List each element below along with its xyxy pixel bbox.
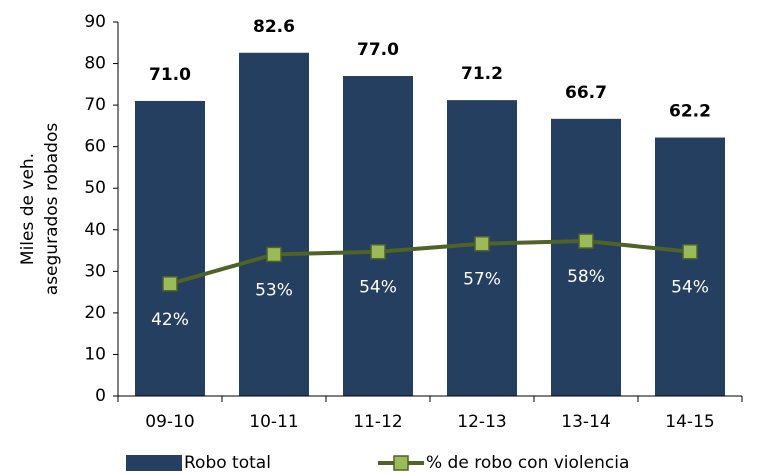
line-marker — [370, 243, 386, 260]
x-tick-label: 12-13 — [457, 412, 506, 432]
bar-value-label: 77.0 — [357, 40, 399, 60]
bar — [343, 76, 413, 397]
x-tick-label: 09-10 — [145, 412, 194, 432]
line-marker — [162, 276, 178, 292]
x-tick-label: 13-14 — [561, 412, 610, 432]
line-value-label: 54% — [359, 278, 397, 298]
y-tick-label: 50 — [84, 178, 106, 198]
y-tick-label: 80 — [84, 54, 106, 74]
x-tick-label: 14-15 — [665, 412, 714, 432]
y-axis-label: asegurados robados — [42, 123, 62, 296]
y-tick-label: 30 — [84, 261, 106, 281]
bar-value-label: 71.0 — [149, 65, 191, 85]
bar-value-label: 62.2 — [669, 102, 711, 122]
x-tick-label: 10-11 — [249, 412, 298, 432]
legend-marker — [393, 455, 409, 471]
y-tick-label: 70 — [84, 95, 106, 115]
y-tick-label: 0 — [95, 386, 106, 406]
legend-swatch — [126, 455, 182, 471]
bar — [551, 118, 621, 396]
line-value-label: 58% — [567, 267, 605, 287]
bar — [135, 100, 205, 396]
line-marker — [682, 243, 698, 260]
line-value-label: 54% — [671, 278, 709, 298]
line-marker — [578, 233, 594, 249]
y-tick-label: 40 — [84, 220, 106, 240]
bar — [239, 52, 309, 397]
y-tick-label: 60 — [84, 137, 106, 157]
line — [169, 239, 691, 286]
bar-value-label: 71.2 — [461, 64, 503, 84]
y-axis-label: Miles de veh. — [18, 153, 38, 265]
x-tick-label: 11-12 — [353, 412, 402, 432]
line-marker — [474, 235, 490, 252]
y-tick-label: 10 — [84, 344, 106, 364]
bar-value-label: 66.7 — [565, 83, 607, 103]
line-value-label: 42% — [151, 310, 189, 330]
y-tick-label: 90 — [84, 12, 106, 32]
y-tick-label: 20 — [84, 303, 106, 323]
bar-value-label: 82.6 — [253, 17, 295, 37]
bar — [655, 137, 725, 396]
line-value-label: 57% — [463, 270, 501, 290]
legend-label: Robo total — [184, 453, 271, 473]
line-value-label: 53% — [255, 280, 293, 300]
line-marker — [266, 246, 282, 263]
legend-label: % de robo con violencia — [426, 453, 629, 473]
